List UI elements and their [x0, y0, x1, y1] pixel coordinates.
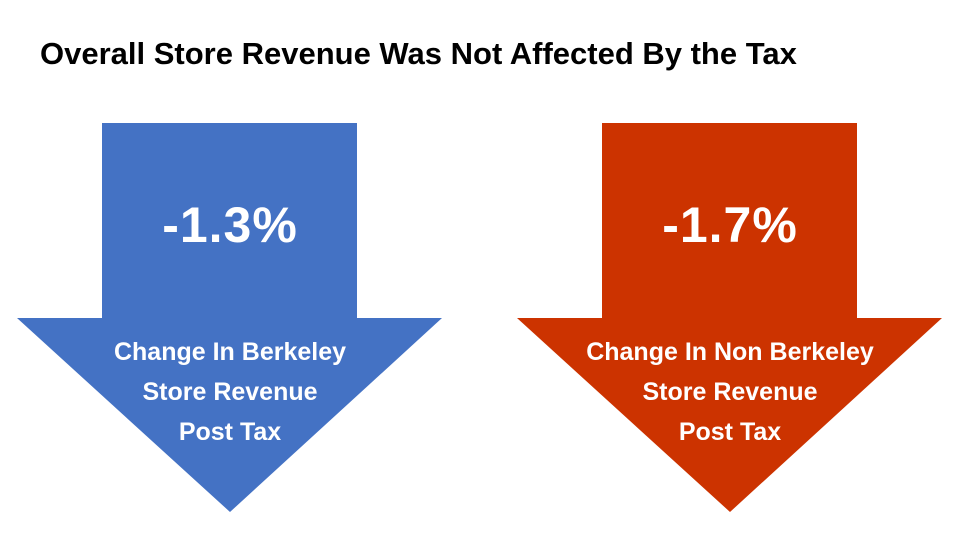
- berkeley-caption-line-1: Change In Berkeley: [113, 338, 347, 366]
- berkeley-caption-line-3: Post Tax: [178, 418, 282, 446]
- non-berkeley-caption-line-2: Store Revenue: [642, 378, 818, 406]
- non-berkeley-caption-line-1: Change In Non Berkeley: [586, 338, 874, 366]
- non-berkeley-caption-line-3: Post Tax: [678, 418, 782, 446]
- slide-title: Overall Store Revenue Was Not Affected B…: [40, 36, 797, 71]
- non-berkeley-caption: Change In Non Berkeley Store Revenue Pos…: [560, 332, 900, 452]
- berkeley-change-value: -1.3%: [162, 197, 298, 253]
- berkeley-caption-line-2: Store Revenue: [142, 378, 318, 406]
- non-berkeley-change-value: -1.7%: [662, 197, 798, 253]
- berkeley-caption: Change In Berkeley Store Revenue Post Ta…: [60, 332, 400, 452]
- non-berkeley-down-arrow: [517, 123, 942, 512]
- berkeley-down-arrow: [17, 123, 442, 512]
